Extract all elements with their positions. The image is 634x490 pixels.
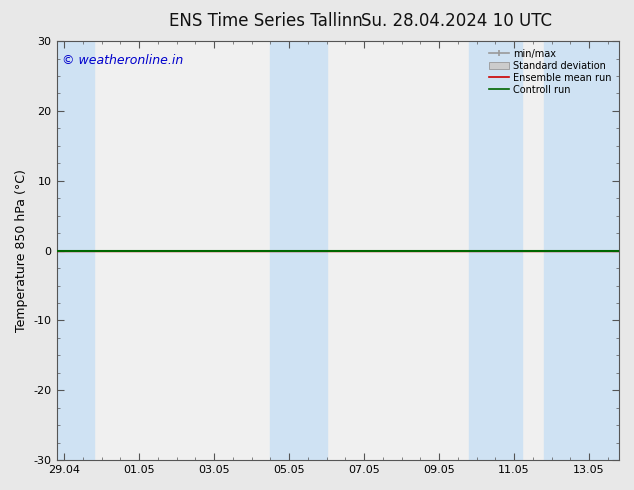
Text: ENS Time Series Tallinn: ENS Time Series Tallinn <box>169 12 363 30</box>
Bar <box>544 41 619 460</box>
Bar <box>469 41 522 460</box>
Text: © weatheronline.in: © weatheronline.in <box>62 53 183 67</box>
Bar <box>56 41 94 460</box>
Text: Su. 28.04.2024 10 UTC: Su. 28.04.2024 10 UTC <box>361 12 552 30</box>
Bar <box>270 41 327 460</box>
Legend: min/max, Standard deviation, Ensemble mean run, Controll run: min/max, Standard deviation, Ensemble me… <box>486 46 614 98</box>
Y-axis label: Temperature 850 hPa (°C): Temperature 850 hPa (°C) <box>15 169 28 332</box>
